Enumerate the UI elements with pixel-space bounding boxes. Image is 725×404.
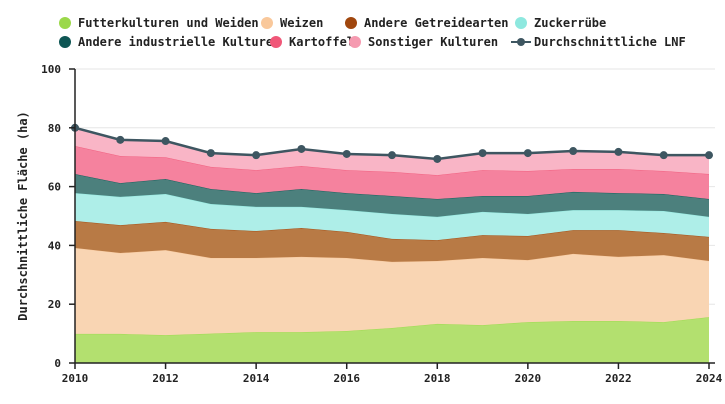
legend-marker-icon — [59, 36, 71, 48]
legend-label: Durchschnittliche LNF — [534, 35, 686, 49]
legend-item: Andere industrielle Kulturen — [59, 35, 280, 49]
legend-marker-icon — [261, 17, 273, 29]
lnf-point — [342, 149, 351, 158]
x-tick-label: 2024 — [696, 372, 723, 385]
legend-label: Weizen — [280, 16, 323, 30]
area-7 — [75, 127, 709, 176]
area-3 — [75, 220, 709, 262]
lnf-point — [478, 149, 487, 158]
legend-item: Kartoffel — [270, 35, 354, 49]
y-tick-label: 20 — [48, 298, 61, 311]
lnf-point — [206, 149, 215, 158]
x-tick-label: 2010 — [62, 372, 89, 385]
areas — [74, 127, 710, 363]
area-5 — [75, 173, 709, 217]
legend-marker-icon — [270, 36, 282, 48]
legend-item: Futterkulturen und Weiden — [59, 16, 259, 30]
area-1 — [75, 317, 709, 363]
lnf-point — [116, 135, 125, 144]
legend: Futterkulturen und Weiden Weizen Andere Ge… — [59, 16, 686, 49]
legend-item: Durchschnittliche LNF — [511, 35, 686, 49]
x-tick-label: 2016 — [333, 372, 360, 385]
area-4 — [75, 193, 709, 241]
lnf-point — [614, 147, 623, 156]
area-6 — [75, 146, 709, 199]
legend-item: Sonstiger Kulturen — [349, 35, 498, 49]
lnf-point — [161, 137, 170, 146]
lnf-point — [659, 151, 668, 160]
x-tick-label: 2014 — [243, 372, 270, 385]
y-axis-label: Durchschnittliche Fläche (ha) — [16, 111, 30, 321]
lnf-point — [433, 154, 442, 163]
legend-item: Weizen — [261, 16, 323, 30]
y-tick-label: 0 — [54, 357, 61, 370]
x-tick-label: 2018 — [424, 372, 451, 385]
legend-label: Kartoffel — [289, 35, 354, 49]
y-tick-label: 100 — [41, 63, 61, 76]
lnf-point — [252, 151, 261, 160]
y-tick-label: 80 — [48, 122, 61, 135]
area-2 — [75, 248, 709, 336]
x-tick-label: 2012 — [152, 372, 179, 385]
y-tick-label: 60 — [48, 181, 61, 194]
y-tick-label: 40 — [48, 239, 61, 252]
lnf-point — [388, 151, 396, 160]
lnf-point — [705, 151, 713, 160]
axes: 0 20 40 60 80 100 2010 2012 2014 2016 2018 2020 2022… — [41, 63, 722, 385]
legend-marker-icon — [59, 17, 71, 29]
legend-marker-icon — [515, 17, 527, 29]
legend-label: Andere Getreidearten — [364, 16, 509, 30]
lnf-point — [523, 149, 532, 158]
legend-label: Andere industrielle Kulturen — [78, 35, 280, 49]
legend-item: Zuckerrübe — [515, 16, 606, 30]
legend-marker-icon — [517, 38, 525, 46]
legend-label: Zuckerrübe — [534, 16, 606, 30]
legend-label: Sonstiger Kulturen — [368, 35, 498, 49]
lnf-point — [297, 144, 306, 153]
x-tick-label: 2022 — [605, 372, 632, 385]
legend-marker-icon — [345, 17, 357, 29]
legend-item: Andere Getreidearten — [345, 16, 509, 30]
lnf-point — [569, 147, 578, 156]
x-tick-label: 2020 — [515, 372, 542, 385]
lnf-line-group — [71, 123, 713, 163]
legend-label: Futterkulturen und Weiden — [78, 16, 259, 30]
legend-marker-icon — [349, 36, 361, 48]
